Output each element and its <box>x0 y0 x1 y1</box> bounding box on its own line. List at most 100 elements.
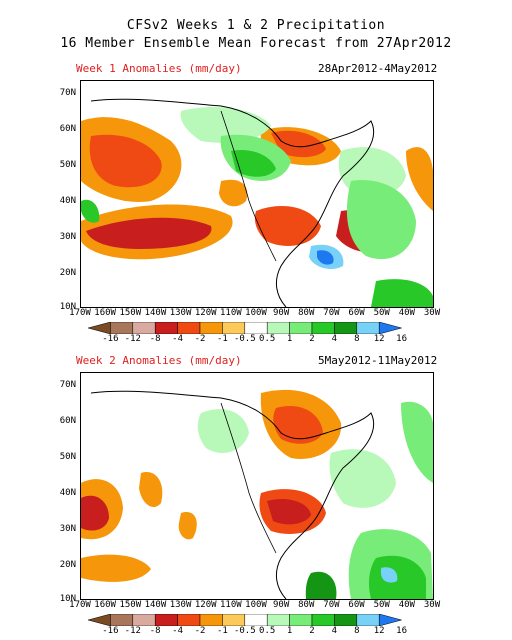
lon-tick: 170W <box>69 308 91 318</box>
map-week2 <box>80 372 434 600</box>
lat-tick: 60N <box>59 124 76 134</box>
lat-tick: 20N <box>59 560 76 570</box>
colorbar-label: 1 <box>286 334 293 344</box>
colorbar-swatch <box>199 614 223 626</box>
lon-tick: 50W <box>373 308 390 318</box>
colorbar-swatch <box>356 614 380 626</box>
lon-tick: 120W <box>194 308 217 318</box>
lat-tick: 40N <box>59 488 76 498</box>
colorbar-swatch <box>199 322 223 334</box>
lon-tick: 70W <box>323 600 340 610</box>
colorbar-label: 16 <box>396 334 408 344</box>
colorbar-swatch <box>244 322 268 334</box>
lon-tick: 100W <box>245 308 267 318</box>
map-week1 <box>80 80 434 308</box>
colorbar-label: -0.5 <box>233 626 256 636</box>
colorbar-label: -4 <box>172 334 184 344</box>
lat-tick: 50N <box>59 452 76 462</box>
colorbar-label: 12 <box>373 626 385 636</box>
colorbar-swatch <box>132 322 156 334</box>
colorbar-label: -1 <box>216 626 228 636</box>
lat-tick: 60N <box>59 416 76 426</box>
colorbar-label: -12 <box>124 334 141 344</box>
panel-week2-dates: 5May2012-11May2012 <box>318 354 438 367</box>
colorbar-label: 4 <box>331 334 338 344</box>
lon-tick: 110W <box>220 308 242 318</box>
lon-tick: 110W <box>220 600 242 610</box>
colorbar-swatch <box>132 614 156 626</box>
lon-tick: 30W <box>423 308 441 318</box>
lat-tick: 30N <box>59 524 76 534</box>
lon-tick: 150W <box>119 308 142 318</box>
colorbar-swatch <box>110 322 134 334</box>
colorbar-arrow-right <box>378 614 403 626</box>
lat-tick: 30N <box>59 232 76 242</box>
panel-week1-dates: 28Apr2012-4May2012 <box>318 62 438 75</box>
colorbar-label: 12 <box>373 334 385 344</box>
colorbar-label: 2 <box>309 626 315 636</box>
lat-tick: 40N <box>59 196 76 206</box>
colorbar-swatch <box>110 614 134 626</box>
colorbar-label: 1 <box>286 626 293 636</box>
lon-tick: 150W <box>119 600 142 610</box>
coastline-outline-week2 <box>90 390 375 599</box>
colorbar-label: -12 <box>124 626 141 636</box>
lon-tick: 40W <box>398 308 415 318</box>
lon-tick: 50W <box>373 600 390 610</box>
colorbar-swatch <box>222 322 246 334</box>
lon-tick: 170W <box>69 600 91 610</box>
colorbar-swatch <box>311 614 335 626</box>
lon-tick: 90W <box>273 600 290 610</box>
colorbar-label: -16 <box>102 334 119 344</box>
colorbar-label: -2 <box>194 626 206 636</box>
lon-tick: 140W <box>144 600 167 610</box>
lon-tick: 30W <box>423 600 441 610</box>
lon-tick: 130W <box>169 308 192 318</box>
colorbar-label: 0.5 <box>259 626 276 636</box>
colorbar-label: -8 <box>149 334 161 344</box>
lat-tick: 10N <box>59 594 76 604</box>
lon-tick: 80W <box>298 600 315 610</box>
colorbar-arrow-left <box>88 322 111 334</box>
colorbar-swatch <box>177 322 201 334</box>
colorbar-swatch <box>222 614 246 626</box>
panel-week2-label: Week 2 Anomalies (mm/day) <box>76 354 242 367</box>
lon-tick: 100W <box>245 600 267 610</box>
lon-tick: 140W <box>144 308 167 318</box>
coastline-outline-week1 <box>90 98 375 307</box>
lon-tick: 160W <box>94 308 116 318</box>
lon-tick: 40W <box>398 600 415 610</box>
colorbar-swatch <box>356 322 380 334</box>
colorbar-label: 2 <box>309 334 315 344</box>
lon-tick: 120W <box>194 600 217 610</box>
colorbar-arrow-right <box>378 322 403 334</box>
colorbar-swatch <box>266 322 290 334</box>
colorbar-label: -8 <box>149 626 161 636</box>
colorbar-swatch <box>334 322 358 334</box>
title-line-1: CFSv2 Weeks 1 & 2 Precipitation <box>126 18 386 33</box>
lon-tick: 130W <box>169 600 192 610</box>
colorbar-label: -1 <box>216 334 228 344</box>
colorbar-week2 <box>88 614 403 626</box>
colorbar-swatch <box>154 322 178 334</box>
title-line-2: 16 Member Ensemble Mean Forecast from 27… <box>60 36 452 51</box>
lon-tick: 90W <box>273 308 290 318</box>
colorbar-swatch <box>311 322 335 334</box>
colorbar-label: 8 <box>354 334 360 344</box>
colorbar-swatch <box>289 322 313 334</box>
lon-tick: 60W <box>348 308 365 318</box>
lon-tick: 70W <box>323 308 340 318</box>
lat-tick: 50N <box>59 160 76 170</box>
colorbar-label: -2 <box>194 334 206 344</box>
colorbar-label: 16 <box>396 626 408 636</box>
colorbar-label: -4 <box>172 626 184 636</box>
dry-anomaly-regions-week2 <box>81 389 342 582</box>
lat-tick: 20N <box>59 268 76 278</box>
colorbar-swatch <box>154 614 178 626</box>
lon-tick: 160W <box>94 600 116 610</box>
colorbar-swatch <box>266 614 290 626</box>
wet-anomaly-regions-week2 <box>197 401 433 599</box>
colorbar-label: 8 <box>354 626 360 636</box>
colorbar-swatch <box>244 614 268 626</box>
lat-tick: 70N <box>59 88 76 98</box>
